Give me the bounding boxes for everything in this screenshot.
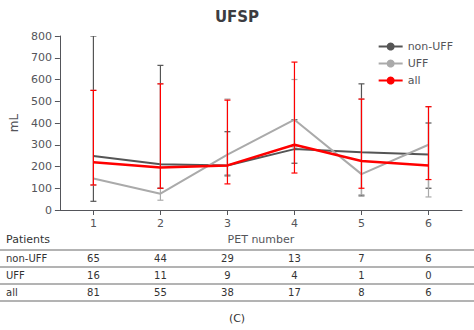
svg-text:500: 500 (31, 95, 52, 108)
svg-text:300: 300 (31, 138, 52, 151)
svg-text:UFSP: UFSP (215, 8, 259, 26)
svg-text:UFF: UFF (408, 57, 429, 70)
svg-text:0: 0 (425, 270, 431, 281)
svg-text:non-UFF: non-UFF (6, 253, 47, 264)
svg-text:1: 1 (90, 217, 97, 230)
svg-text:6: 6 (425, 287, 431, 298)
svg-text:mL: mL (7, 113, 21, 132)
svg-text:400: 400 (31, 117, 52, 130)
svg-text:100: 100 (31, 182, 52, 195)
svg-text:2: 2 (157, 217, 164, 230)
svg-text:29: 29 (221, 253, 234, 264)
svg-text:UFF: UFF (6, 270, 25, 281)
svg-text:Patients: Patients (6, 233, 50, 246)
svg-text:8: 8 (358, 287, 364, 298)
svg-text:6: 6 (425, 217, 432, 230)
svg-text:11: 11 (154, 270, 167, 281)
svg-text:0: 0 (45, 204, 52, 217)
svg-text:13: 13 (288, 253, 301, 264)
svg-text:3: 3 (224, 217, 231, 230)
svg-text:7: 7 (358, 253, 364, 264)
svg-text:800: 800 (31, 30, 52, 43)
svg-text:200: 200 (31, 160, 52, 173)
svg-text:6: 6 (425, 253, 431, 264)
svg-text:65: 65 (87, 253, 100, 264)
svg-text:700: 700 (31, 51, 52, 64)
svg-text:81: 81 (87, 287, 100, 298)
svg-text:17: 17 (288, 287, 301, 298)
svg-text:5: 5 (358, 217, 365, 230)
svg-text:1: 1 (358, 270, 364, 281)
svg-text:non-UFF: non-UFF (408, 40, 453, 53)
svg-text:9: 9 (224, 270, 230, 281)
svg-text:55: 55 (154, 287, 167, 298)
svg-text:44: 44 (154, 253, 167, 264)
svg-text:600: 600 (31, 73, 52, 86)
svg-text:38: 38 (221, 287, 234, 298)
svg-text:4: 4 (291, 217, 298, 230)
svg-text:16: 16 (87, 270, 100, 281)
svg-text:4: 4 (291, 270, 297, 281)
svg-text:(C): (C) (229, 312, 245, 325)
svg-text:PET number: PET number (228, 233, 295, 246)
svg-text:all: all (408, 74, 421, 87)
svg-text:all: all (6, 287, 18, 298)
